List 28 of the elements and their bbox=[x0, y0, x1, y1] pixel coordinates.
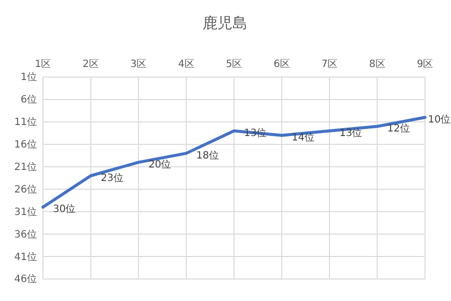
y-tick-label: 46位 bbox=[14, 273, 37, 286]
x-tick-label: 6区 bbox=[274, 59, 290, 70]
y-tick-label: 1位 bbox=[20, 71, 37, 84]
x-tick-label: 7区 bbox=[321, 59, 338, 70]
y-tick-label: 31位 bbox=[14, 206, 37, 218]
data-label: 30位 bbox=[53, 203, 76, 216]
x-tick-label: 1区 bbox=[34, 59, 52, 70]
y-tick-label: 21位 bbox=[14, 160, 37, 173]
chart-title: 鹿児島 bbox=[202, 14, 248, 32]
y-tick-label: 41位 bbox=[14, 250, 37, 263]
y-tick-label: 16位 bbox=[14, 138, 37, 151]
x-tick-label: 4区 bbox=[178, 59, 194, 70]
data-label: 18位 bbox=[196, 149, 219, 162]
y-tick-label: 6位 bbox=[20, 94, 37, 106]
x-tick-label: 9区 bbox=[416, 59, 434, 70]
y-tick-label: 11位 bbox=[14, 116, 37, 128]
data-label: 12位 bbox=[387, 122, 410, 134]
data-label: 13位 bbox=[340, 126, 362, 139]
x-tick-label: 3区 bbox=[130, 59, 147, 70]
y-tick-label: 26位 bbox=[14, 183, 37, 196]
data-label: 20位 bbox=[148, 158, 172, 170]
x-tick-label: 8区 bbox=[369, 59, 386, 70]
data-label: 23位 bbox=[100, 172, 124, 184]
data-label: 14位 bbox=[292, 131, 314, 144]
x-tick-label: 5区 bbox=[226, 59, 242, 70]
x-tick-label: 2区 bbox=[82, 59, 99, 70]
y-tick-label: 36位 bbox=[14, 228, 37, 240]
data-label: 10位 bbox=[428, 113, 451, 126]
